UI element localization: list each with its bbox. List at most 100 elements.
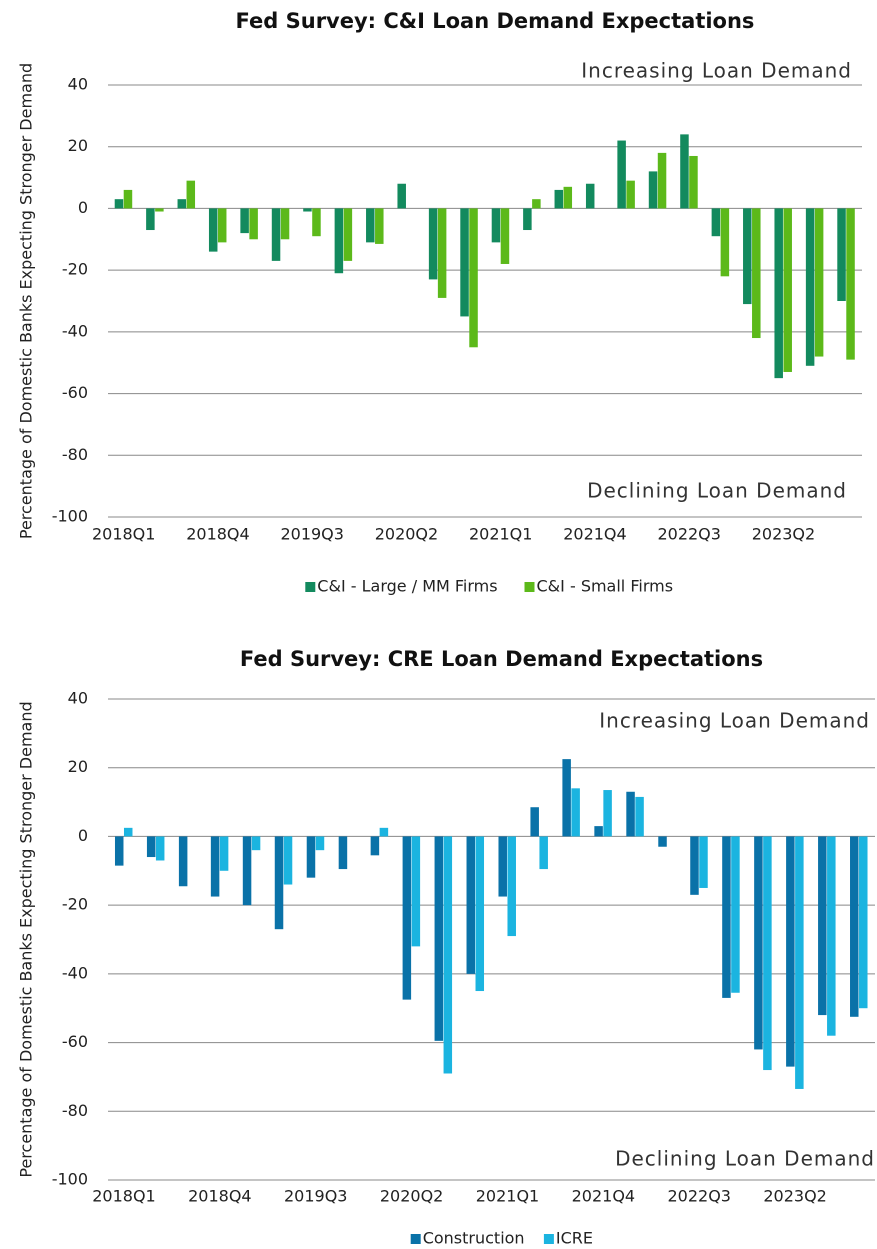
- x-tick-label: 2020Q2: [375, 525, 439, 544]
- bar: [123, 827, 133, 837]
- y-tick-label: 0: [78, 198, 88, 217]
- bar: [343, 208, 353, 261]
- y-tick-label: -40: [62, 963, 88, 982]
- bar: [146, 208, 155, 231]
- annotation: Increasing Loan Demand: [581, 59, 852, 83]
- bar: [805, 208, 815, 366]
- bar: [370, 836, 380, 856]
- bar: [711, 208, 721, 237]
- y-tick-label: 0: [78, 826, 88, 845]
- bar: [402, 836, 412, 1000]
- bar: [114, 199, 124, 209]
- bar: [617, 140, 626, 209]
- bar: [571, 788, 580, 837]
- bar: [146, 836, 156, 858]
- bar: [818, 836, 827, 1016]
- x-tick-label: 2018Q4: [188, 1187, 252, 1206]
- bar: [375, 208, 384, 244]
- bar: [186, 180, 196, 209]
- y-tick-label: 40: [68, 689, 88, 708]
- bar: [731, 836, 740, 993]
- y-tick-label: 20: [68, 136, 88, 155]
- bar: [219, 836, 229, 871]
- bar: [397, 183, 406, 209]
- bar: [114, 836, 124, 866]
- annotation: Declining Loan Demand: [587, 479, 847, 503]
- bar: [123, 189, 133, 209]
- bar: [466, 836, 476, 974]
- bar: [274, 836, 284, 930]
- bar: [491, 208, 501, 243]
- bar: [315, 836, 325, 851]
- bar: [242, 836, 252, 906]
- bar: [434, 836, 444, 1041]
- x-tick-label: 2022Q3: [657, 525, 721, 544]
- x-tick-label: 2023Q2: [763, 1187, 827, 1206]
- annotation: Declining Loan Demand: [615, 1147, 875, 1171]
- bar: [539, 836, 548, 870]
- y-tick-label: -80: [62, 445, 88, 464]
- x-tick-label: 2019Q3: [280, 525, 344, 544]
- bar: [469, 208, 478, 348]
- bar: [763, 836, 772, 1071]
- bar: [178, 836, 188, 887]
- bar: [859, 836, 868, 1009]
- bar: [563, 186, 573, 209]
- bar: [743, 208, 752, 305]
- x-tick-label: 2020Q2: [380, 1187, 444, 1206]
- bar: [626, 791, 635, 837]
- legend-label: C&I - Large / MM Firms: [317, 577, 497, 596]
- bar: [177, 199, 187, 209]
- bar: [657, 152, 667, 209]
- bar: [532, 199, 541, 209]
- bar: [720, 208, 730, 277]
- bar: [443, 836, 453, 1074]
- bar: [217, 208, 227, 243]
- bar: [249, 208, 258, 240]
- x-tick-label: 2023Q2: [752, 525, 816, 544]
- bar: [722, 836, 731, 998]
- bar: [648, 171, 658, 209]
- x-tick-label: 2022Q3: [667, 1187, 731, 1206]
- y-axis-label: Percentage of Domestic Banks Expecting S…: [17, 63, 36, 539]
- bar: [783, 208, 792, 372]
- bar: [530, 807, 539, 837]
- y-tick-label: -100: [52, 507, 88, 526]
- bar: [280, 208, 290, 240]
- x-tick-label: 2021Q4: [563, 525, 627, 544]
- bar: [283, 836, 293, 885]
- bar: [754, 836, 763, 1050]
- bar: [814, 208, 824, 357]
- x-tick-label: 2018Q4: [186, 525, 250, 544]
- bar: [699, 836, 708, 888]
- y-tick-label: -80: [62, 1101, 88, 1120]
- bar: [251, 836, 261, 851]
- annotation: Increasing Loan Demand: [599, 709, 870, 733]
- bar: [603, 790, 612, 837]
- bar: [827, 836, 836, 1036]
- x-tick-label: 2018Q1: [92, 1187, 156, 1206]
- bar: [562, 759, 571, 837]
- bar: [786, 836, 795, 1067]
- bar: [155, 836, 165, 861]
- bar: [554, 189, 564, 209]
- bar: [689, 155, 698, 209]
- y-tick-label: -100: [52, 1170, 88, 1189]
- bar: [680, 134, 689, 209]
- bar: [837, 208, 846, 301]
- legend-swatch: [543, 1234, 554, 1244]
- bar: [306, 836, 316, 878]
- bar: [635, 796, 644, 837]
- bar: [475, 836, 485, 992]
- bar: [334, 208, 344, 274]
- bar: [366, 208, 375, 243]
- y-tick-label: 40: [68, 75, 88, 94]
- bar: [500, 208, 510, 264]
- bar: [460, 208, 469, 317]
- bar: [155, 208, 164, 212]
- legend-label: Construction: [423, 1229, 525, 1248]
- chart-title: Fed Survey: CRE Loan Demand Expectations: [240, 647, 763, 671]
- chart-title: Fed Survey: C&I Loan Demand Expectations: [236, 9, 755, 33]
- bar: [379, 827, 389, 837]
